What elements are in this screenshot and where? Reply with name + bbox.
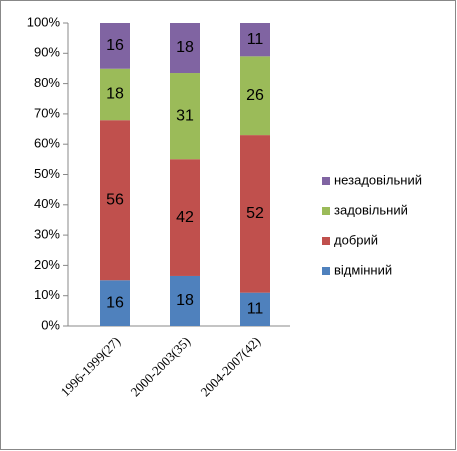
legend-swatch [322,207,330,215]
y-tick-label: 20% [34,257,60,272]
data-label: 16 [106,294,124,311]
bar-segment [240,135,270,293]
y-tick-label: 10% [34,287,60,302]
data-label: 42 [176,209,194,226]
y-tick-label: 80% [34,75,60,90]
legend-swatch [322,267,330,275]
data-label: 11 [247,301,264,318]
data-label: 18 [106,86,124,103]
y-tick-label: 100% [27,14,61,29]
data-label: 31 [176,107,194,124]
bar-segment [100,120,130,281]
y-tick-label: 60% [34,136,60,151]
bar-segment [240,292,270,326]
y-tick-label: 30% [34,227,60,242]
bar-segment [100,68,130,121]
bar-segment [100,280,130,326]
legend-swatch [322,177,330,185]
bar-segment [100,23,130,69]
bar-segment [170,275,200,326]
legend-swatch [322,237,330,245]
y-tick-label: 90% [34,45,60,60]
y-tick-label: 70% [34,105,60,120]
legend-label: задовільний [334,202,408,217]
legend-label: незадовільний [334,172,422,187]
y-tick-label: 50% [34,166,60,181]
bar-segment [240,56,270,136]
bar-segment [170,73,200,160]
data-label: 52 [246,205,264,222]
data-label: 18 [176,39,194,56]
data-label: 16 [106,37,124,54]
data-label: 26 [246,87,264,104]
bar-segment [170,159,200,276]
legend-label: добрий [334,232,378,247]
bar-segment [240,23,270,57]
data-label: 11 [247,31,264,48]
bar-segment [170,23,200,74]
data-label: 18 [176,292,194,309]
y-tick-label: 40% [34,196,60,211]
y-tick-label: 0% [41,317,60,332]
data-label: 56 [106,191,124,208]
legend-label: відмінний [334,262,392,277]
